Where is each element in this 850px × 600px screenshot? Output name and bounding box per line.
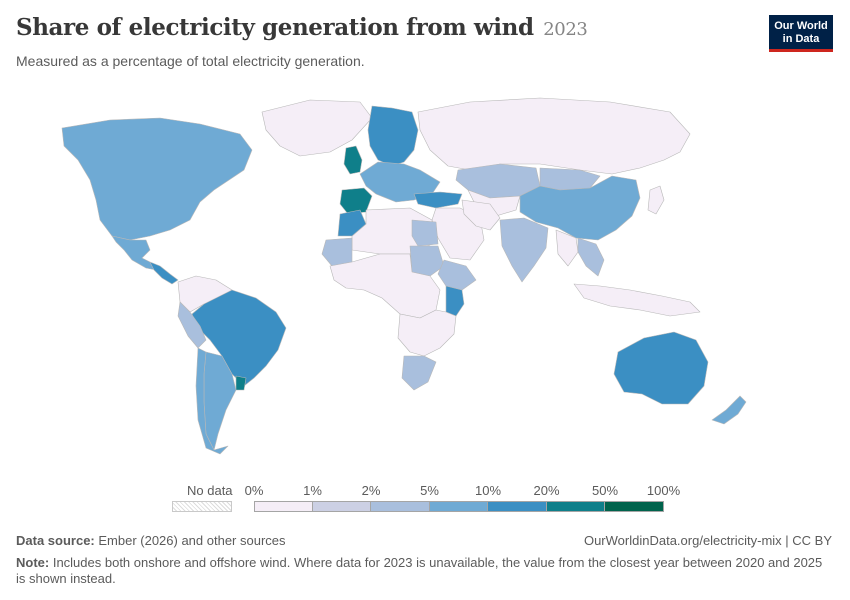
legend-bin-5[interactable] [546,501,605,512]
region-vietnam-thailand[interactable] [577,237,605,277]
region-new-zealand[interactable] [711,395,747,425]
region-ethiopia[interactable] [437,259,477,291]
legend-tick-label: 5% [420,483,439,498]
region-china[interactable] [519,175,641,241]
legend-bin-3[interactable] [429,501,488,512]
title-year: 2023 [543,19,588,40]
region-iran[interactable] [461,199,501,231]
source-text[interactable]: Ember (2026) and other sources [94,533,286,548]
region-mauritania[interactable] [321,237,353,267]
legend-tick-label: 20% [533,483,560,498]
legend-tick-label: 100% [646,483,681,498]
source-url-link[interactable]: OurWorldinData.org/electricity-mix | CC … [583,533,832,548]
legend-tick-label: 50% [591,483,619,498]
no-data-label: No data [187,483,233,498]
legend-tick-label: 2% [361,483,381,498]
region-chile[interactable] [195,347,229,455]
region-peru[interactable] [177,301,207,349]
legend-bin-1[interactable] [312,501,371,512]
world-map[interactable] [0,90,850,470]
note-label: Note: [16,555,50,570]
legend-bin-0[interactable] [254,501,313,512]
source-label: Data source: [16,533,95,548]
region-australia[interactable] [613,331,709,405]
logo-line2: in Data [782,33,820,45]
region-turkey[interactable] [413,191,463,209]
note-text: Includes both onshore and offshore wind.… [16,555,823,586]
title-text: Share of electricity generation from win… [16,14,534,41]
chart-subtitle: Measured as a percentage of total electr… [16,53,365,69]
region-southeast-asia[interactable] [555,229,579,267]
region-kenya[interactable] [445,285,465,317]
chart-title: Share of electricity generation from win… [16,14,588,41]
legend-bin-2[interactable] [371,501,430,512]
region-egypt[interactable] [411,219,439,247]
region-europe-north-[interactable] [367,105,419,167]
legend-bin-4[interactable] [488,501,547,512]
data-source: Data source: Ember (2026) and other sour… [16,533,286,548]
logo-line1: Our World [774,20,828,32]
region-greenland[interactable] [261,99,373,157]
region-south-africa[interactable] [401,355,437,391]
note: Note: Includes both onshore and offshore… [16,555,826,587]
region-japan[interactable] [647,185,665,215]
region-southern-africa[interactable] [397,309,457,357]
region-morocco[interactable] [337,209,367,237]
legend-color-bins [254,501,664,512]
no-data-swatch[interactable] [172,501,232,512]
region-north-america[interactable] [61,117,253,241]
owid-logo[interactable]: Our World in Data [769,15,833,52]
region-uruguay[interactable] [235,375,247,391]
legend-tick-label: 0% [244,483,264,498]
legend-tick-label: 1% [303,483,322,498]
region-indonesia[interactable] [573,283,701,317]
legend-tick-label: 10% [474,483,502,498]
region-india[interactable] [499,217,549,283]
legend-bin-6[interactable] [605,501,664,512]
region-russia[interactable] [417,97,691,175]
region-central-america[interactable] [149,261,179,285]
region-mexico[interactable] [111,235,157,271]
region-ireland-uk[interactable] [343,145,363,175]
